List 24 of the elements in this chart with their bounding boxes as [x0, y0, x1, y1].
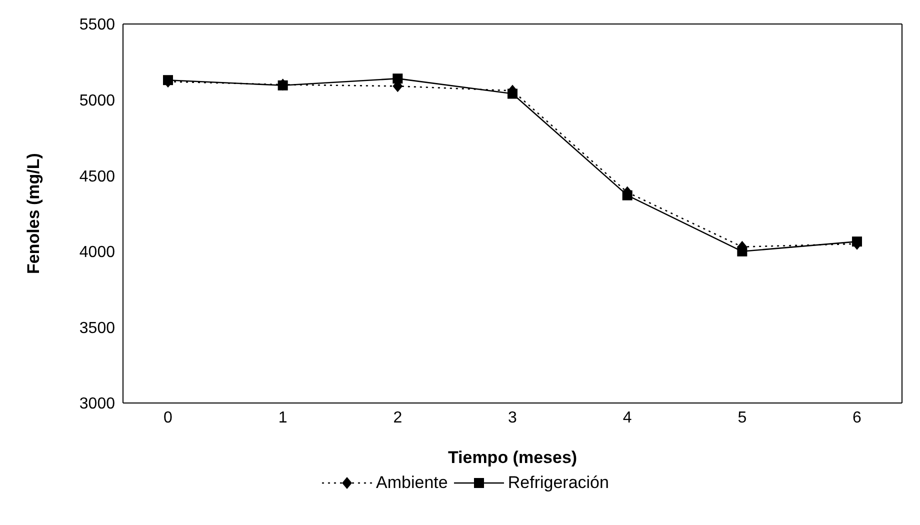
y-tick-label: 5500: [79, 16, 116, 34]
y-tick-label: 3500: [79, 320, 116, 337]
point: [163, 75, 173, 86]
x-tick-label: 4: [622, 409, 632, 426]
point: [737, 246, 748, 256]
legend-label: Ambiente: [376, 473, 448, 493]
x-tick-label: 1: [278, 409, 288, 426]
y-tick-label: 3000: [79, 396, 116, 413]
y-tick-label: 4000: [79, 244, 116, 262]
point: [278, 80, 288, 90]
x-tick-label: 2: [393, 409, 402, 426]
x-axis-title: Tiempo (meses): [448, 448, 578, 467]
x-tick-label: 3: [508, 409, 518, 426]
point: [852, 236, 862, 247]
y-tick-label: 5000: [79, 92, 116, 110]
x-tick-label: 5: [738, 409, 747, 426]
y-axis-title: Fenoles (mg/L): [24, 153, 44, 274]
x-tick-label: 0: [164, 409, 173, 426]
x-tick-label: 6: [852, 409, 862, 426]
legend-label: Refrigeración: [508, 473, 609, 493]
point: [508, 88, 518, 99]
point: [622, 190, 632, 200]
point: [392, 74, 403, 84]
y-tick-label: 4500: [79, 168, 116, 186]
